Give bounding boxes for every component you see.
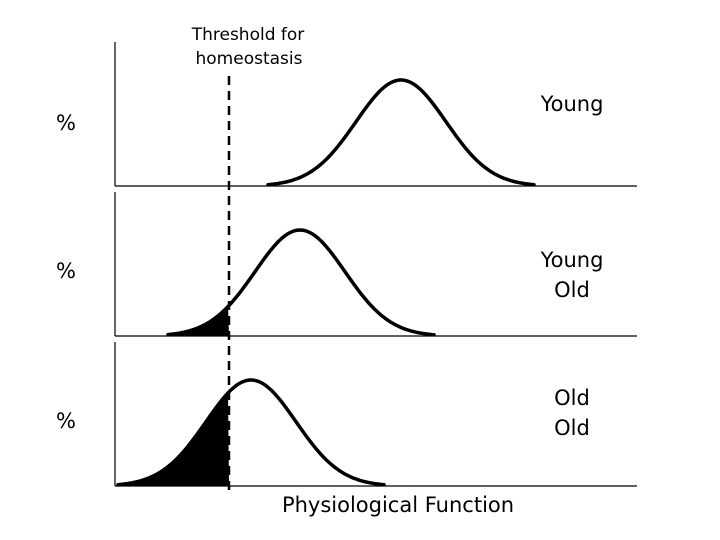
y-label-young-old: % [56, 259, 76, 283]
distribution-curve-young-old [166, 228, 436, 337]
below-threshold-shade-old-old [118, 393, 229, 486]
distribution-curve-young [266, 78, 536, 187]
group-label-old-old-line1: Old [554, 386, 590, 410]
threshold-label-line1: Threshold for [191, 25, 305, 45]
y-label-old-old: % [56, 409, 76, 433]
group-label-young-old-line2: Old [554, 278, 590, 302]
distribution-curve-old-old [116, 378, 386, 487]
threshold-label-line2: homeostasis [196, 49, 303, 69]
group-label-young: Young [540, 92, 604, 116]
below-threshold-shade-young-old [168, 306, 229, 336]
group-label-old-old-line2: Old [554, 416, 590, 440]
panel-young-axes [114, 42, 637, 187]
y-label-young: % [56, 111, 76, 135]
group-label-young-old-line1: Young [540, 248, 604, 272]
x-axis-label: Physiological Function [282, 493, 514, 517]
